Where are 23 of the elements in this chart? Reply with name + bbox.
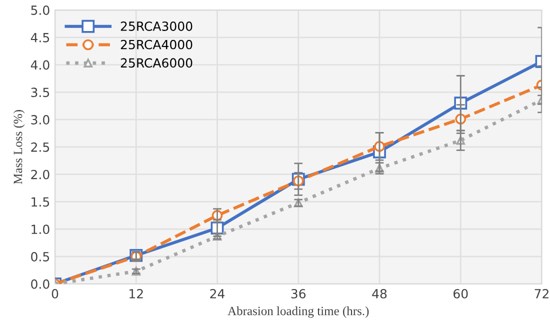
y-tick-label: 5.0 [31, 5, 50, 15]
x-tick-label: 0 [52, 288, 58, 298]
y-axis-title: Mass Loss (%) [13, 110, 25, 184]
y-tick-label: 1.0 [32, 224, 50, 234]
y-tick-label: 4.0 [30, 60, 50, 70]
y-tick-label: 3.0 [31, 115, 50, 124]
y-tick-label: 3.5 [31, 88, 50, 98]
y-tick-label: 0.0 [31, 279, 50, 289]
x-axis-title: Abrasion loading time (hrs.) [228, 306, 369, 318]
y-tick-label: 0.5 [31, 252, 50, 262]
legend-label: 25RCA3000 [120, 21, 192, 31]
x-tick-label: 48 [372, 288, 387, 298]
legend-label: 25RCA6000 [120, 58, 192, 68]
y-tick-label: 2.0 [31, 170, 50, 180]
x-tick-label: 60 [454, 288, 468, 298]
legend-label: 25RCA4000 [120, 40, 192, 50]
y-tick-label: 4.5 [30, 33, 50, 42]
x-tick-label: 24 [210, 288, 224, 298]
x-tick-label: 12 [130, 288, 143, 298]
x-tick-label: 72 [534, 288, 548, 298]
y-tick-label: 1.5 [32, 197, 50, 207]
x-tick-label: 36 [291, 288, 306, 298]
y-tick-label: 2.5 [31, 142, 50, 152]
